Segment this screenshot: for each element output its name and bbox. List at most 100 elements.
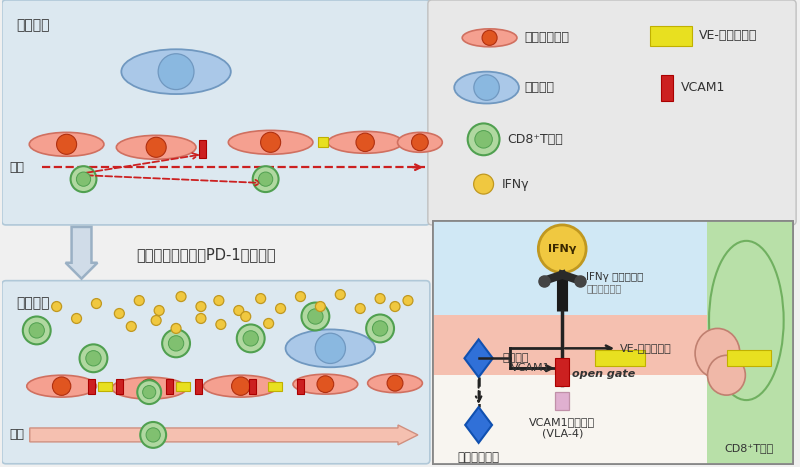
FancyBboxPatch shape (650, 26, 692, 46)
FancyBboxPatch shape (318, 137, 328, 147)
Circle shape (151, 316, 161, 325)
Circle shape (264, 318, 274, 328)
Text: VCAM1: VCAM1 (681, 81, 725, 94)
Circle shape (126, 321, 136, 332)
Circle shape (171, 324, 181, 333)
FancyBboxPatch shape (555, 358, 569, 386)
Circle shape (79, 344, 107, 372)
Ellipse shape (30, 132, 104, 156)
Ellipse shape (454, 71, 519, 104)
Circle shape (196, 302, 206, 311)
Circle shape (234, 305, 244, 316)
FancyBboxPatch shape (250, 379, 256, 394)
Circle shape (214, 296, 224, 305)
FancyBboxPatch shape (433, 221, 793, 316)
Circle shape (52, 302, 62, 311)
Circle shape (76, 172, 90, 186)
Text: がん組織: がん組織 (16, 297, 50, 311)
Circle shape (373, 321, 388, 336)
Circle shape (256, 294, 266, 304)
Circle shape (196, 313, 206, 324)
PathPatch shape (465, 340, 493, 377)
FancyBboxPatch shape (595, 350, 645, 366)
Circle shape (315, 333, 346, 363)
Text: CD8⁺T細胞: CD8⁺T細胞 (725, 443, 774, 453)
Text: がん組織: がん組織 (16, 18, 50, 32)
Circle shape (366, 314, 394, 342)
Circle shape (302, 303, 330, 331)
FancyBboxPatch shape (166, 379, 173, 394)
Circle shape (140, 379, 158, 397)
Circle shape (176, 291, 186, 302)
Circle shape (253, 166, 278, 192)
Text: メトホルミン＋抗PD-1抗体治療: メトホルミン＋抗PD-1抗体治療 (136, 248, 276, 262)
Circle shape (70, 166, 97, 192)
Circle shape (57, 134, 77, 154)
Circle shape (275, 304, 286, 313)
Circle shape (146, 137, 166, 157)
Circle shape (53, 377, 71, 396)
Circle shape (308, 309, 323, 324)
Circle shape (162, 329, 190, 357)
Circle shape (317, 376, 334, 393)
FancyBboxPatch shape (199, 140, 206, 158)
Circle shape (146, 428, 160, 442)
FancyBboxPatch shape (2, 0, 430, 225)
Circle shape (411, 134, 428, 151)
Ellipse shape (462, 29, 517, 47)
Text: VE-カドヘリン: VE-カドヘリン (698, 29, 757, 42)
FancyBboxPatch shape (706, 221, 793, 464)
Text: IFNγ: IFNγ (548, 244, 577, 254)
Circle shape (468, 123, 499, 155)
Circle shape (158, 54, 194, 90)
Text: 周皮細胞: 周皮細胞 (525, 81, 554, 94)
Text: VCAM1: VCAM1 (510, 363, 550, 373)
Ellipse shape (368, 374, 422, 393)
Circle shape (71, 313, 82, 324)
Circle shape (475, 131, 492, 148)
Text: IFNγ レセプター: IFNγ レセプター (586, 272, 643, 282)
FancyBboxPatch shape (195, 379, 202, 394)
Ellipse shape (112, 377, 186, 399)
Text: open gate: open gate (572, 369, 635, 379)
Text: 血管内皮細胞: 血管内皮細胞 (586, 283, 622, 294)
Circle shape (403, 296, 413, 305)
Circle shape (355, 304, 365, 313)
Text: 発現上昇: 発現上昇 (502, 354, 529, 363)
Ellipse shape (398, 132, 442, 152)
Text: VE-カドヘリン: VE-カドヘリン (620, 343, 672, 354)
Circle shape (216, 319, 226, 329)
Circle shape (134, 296, 144, 305)
Circle shape (315, 302, 326, 311)
Circle shape (335, 290, 346, 299)
FancyBboxPatch shape (176, 382, 190, 390)
PathPatch shape (465, 407, 492, 443)
FancyBboxPatch shape (433, 375, 706, 464)
Circle shape (86, 351, 101, 366)
Circle shape (258, 172, 273, 186)
Circle shape (29, 323, 44, 338)
FancyBboxPatch shape (98, 382, 112, 390)
Circle shape (169, 336, 184, 351)
Ellipse shape (695, 328, 740, 378)
Circle shape (474, 75, 499, 100)
Circle shape (295, 291, 306, 302)
Circle shape (237, 325, 265, 352)
FancyBboxPatch shape (433, 316, 706, 375)
FancyBboxPatch shape (268, 382, 282, 390)
Circle shape (138, 380, 161, 404)
Text: VCAM1リガンド: VCAM1リガンド (529, 417, 595, 427)
FancyArrow shape (66, 227, 98, 279)
Circle shape (241, 311, 250, 321)
Ellipse shape (709, 241, 784, 400)
Ellipse shape (286, 329, 375, 367)
Ellipse shape (707, 355, 746, 395)
Circle shape (538, 225, 586, 273)
Circle shape (387, 375, 403, 391)
Text: CD8⁺T細胞: CD8⁺T細胞 (507, 133, 563, 146)
Circle shape (390, 302, 400, 311)
Ellipse shape (116, 135, 196, 159)
Circle shape (154, 305, 164, 316)
Text: (VLA-4): (VLA-4) (542, 429, 583, 439)
Circle shape (142, 386, 156, 399)
